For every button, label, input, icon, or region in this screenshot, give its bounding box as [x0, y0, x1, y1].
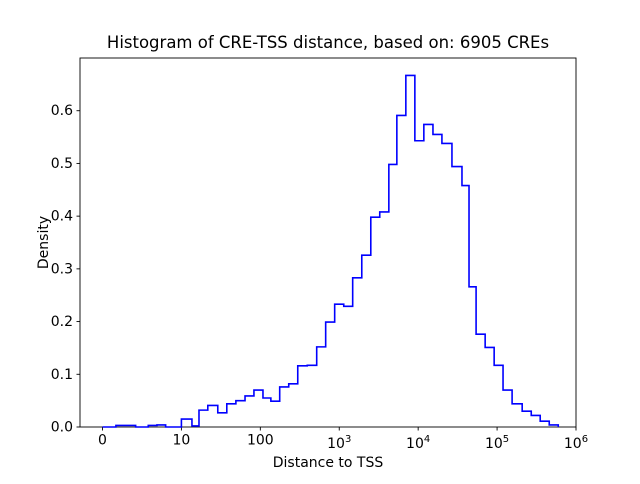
chart-title: Histogram of CRE-TSS distance, based on:… [107, 33, 549, 52]
histogram-series [102, 74, 560, 428]
x-axis-label: Distance to TSS [273, 455, 384, 471]
y-tick-label: 0.3 [51, 261, 73, 277]
y-tick-label: 0.4 [51, 209, 73, 225]
x-tick-label: 100 [247, 433, 274, 449]
y-tick-label: 0.2 [51, 314, 73, 330]
plot-border [79, 57, 577, 428]
y-tick-label: 0.1 [51, 367, 73, 383]
y-tick-label: 0.0 [51, 420, 73, 436]
y-tick-label: 0.6 [51, 103, 73, 119]
x-tick-label: 104 [406, 434, 430, 452]
x-tick-label: 10 [172, 433, 190, 449]
y-tick-label: 0.5 [51, 156, 73, 172]
x-tick-label: 105 [485, 434, 509, 452]
x-axis-ticks: 0 10 100 103 104 105 106 [98, 427, 588, 452]
y-axis-ticks: 0.0 0.1 0.2 0.3 0.4 0.5 0.6 [51, 103, 80, 436]
y-axis-label: Density [36, 216, 52, 269]
x-tick-label: 103 [327, 434, 351, 452]
x-tick-label: 106 [564, 434, 588, 452]
x-tick-label: 0 [98, 433, 107, 449]
histogram-step-line [102, 74, 560, 428]
